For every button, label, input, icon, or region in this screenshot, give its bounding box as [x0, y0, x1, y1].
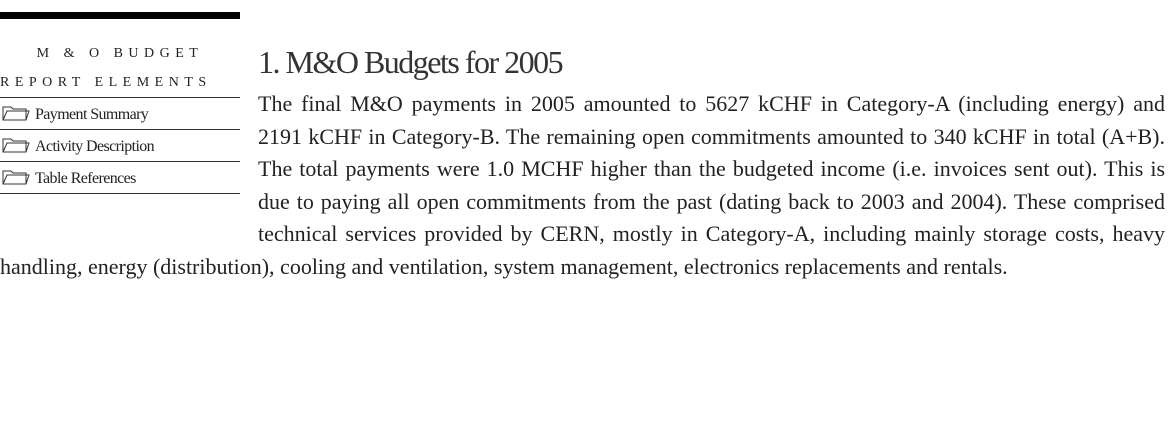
nav-label[interactable]: Activity Description [35, 138, 155, 155]
nav-item[interactable]: Table References [0, 162, 240, 194]
folder-icon [2, 170, 30, 185]
nav-label[interactable]: Table References [35, 170, 136, 187]
nav-item[interactable]: Activity Description [0, 130, 240, 162]
section-body: The final M&O payments in 2005 amounted … [0, 91, 1165, 279]
folder-icon [2, 106, 30, 121]
sidebar: M & O BUDGET REPORT ELEMENTS Payment Sum… [0, 12, 240, 234]
folder-icon [2, 138, 30, 153]
top-bar [0, 12, 240, 19]
sidebar-heading: REPORT ELEMENTS [0, 68, 240, 98]
sidebar-heading: M & O BUDGET [36, 46, 204, 61]
section-title: 1. M&O Budgets for 2005 [258, 44, 564, 80]
nav-item[interactable]: Payment Summary [0, 98, 240, 130]
nav-label[interactable]: Payment Summary [35, 106, 149, 123]
